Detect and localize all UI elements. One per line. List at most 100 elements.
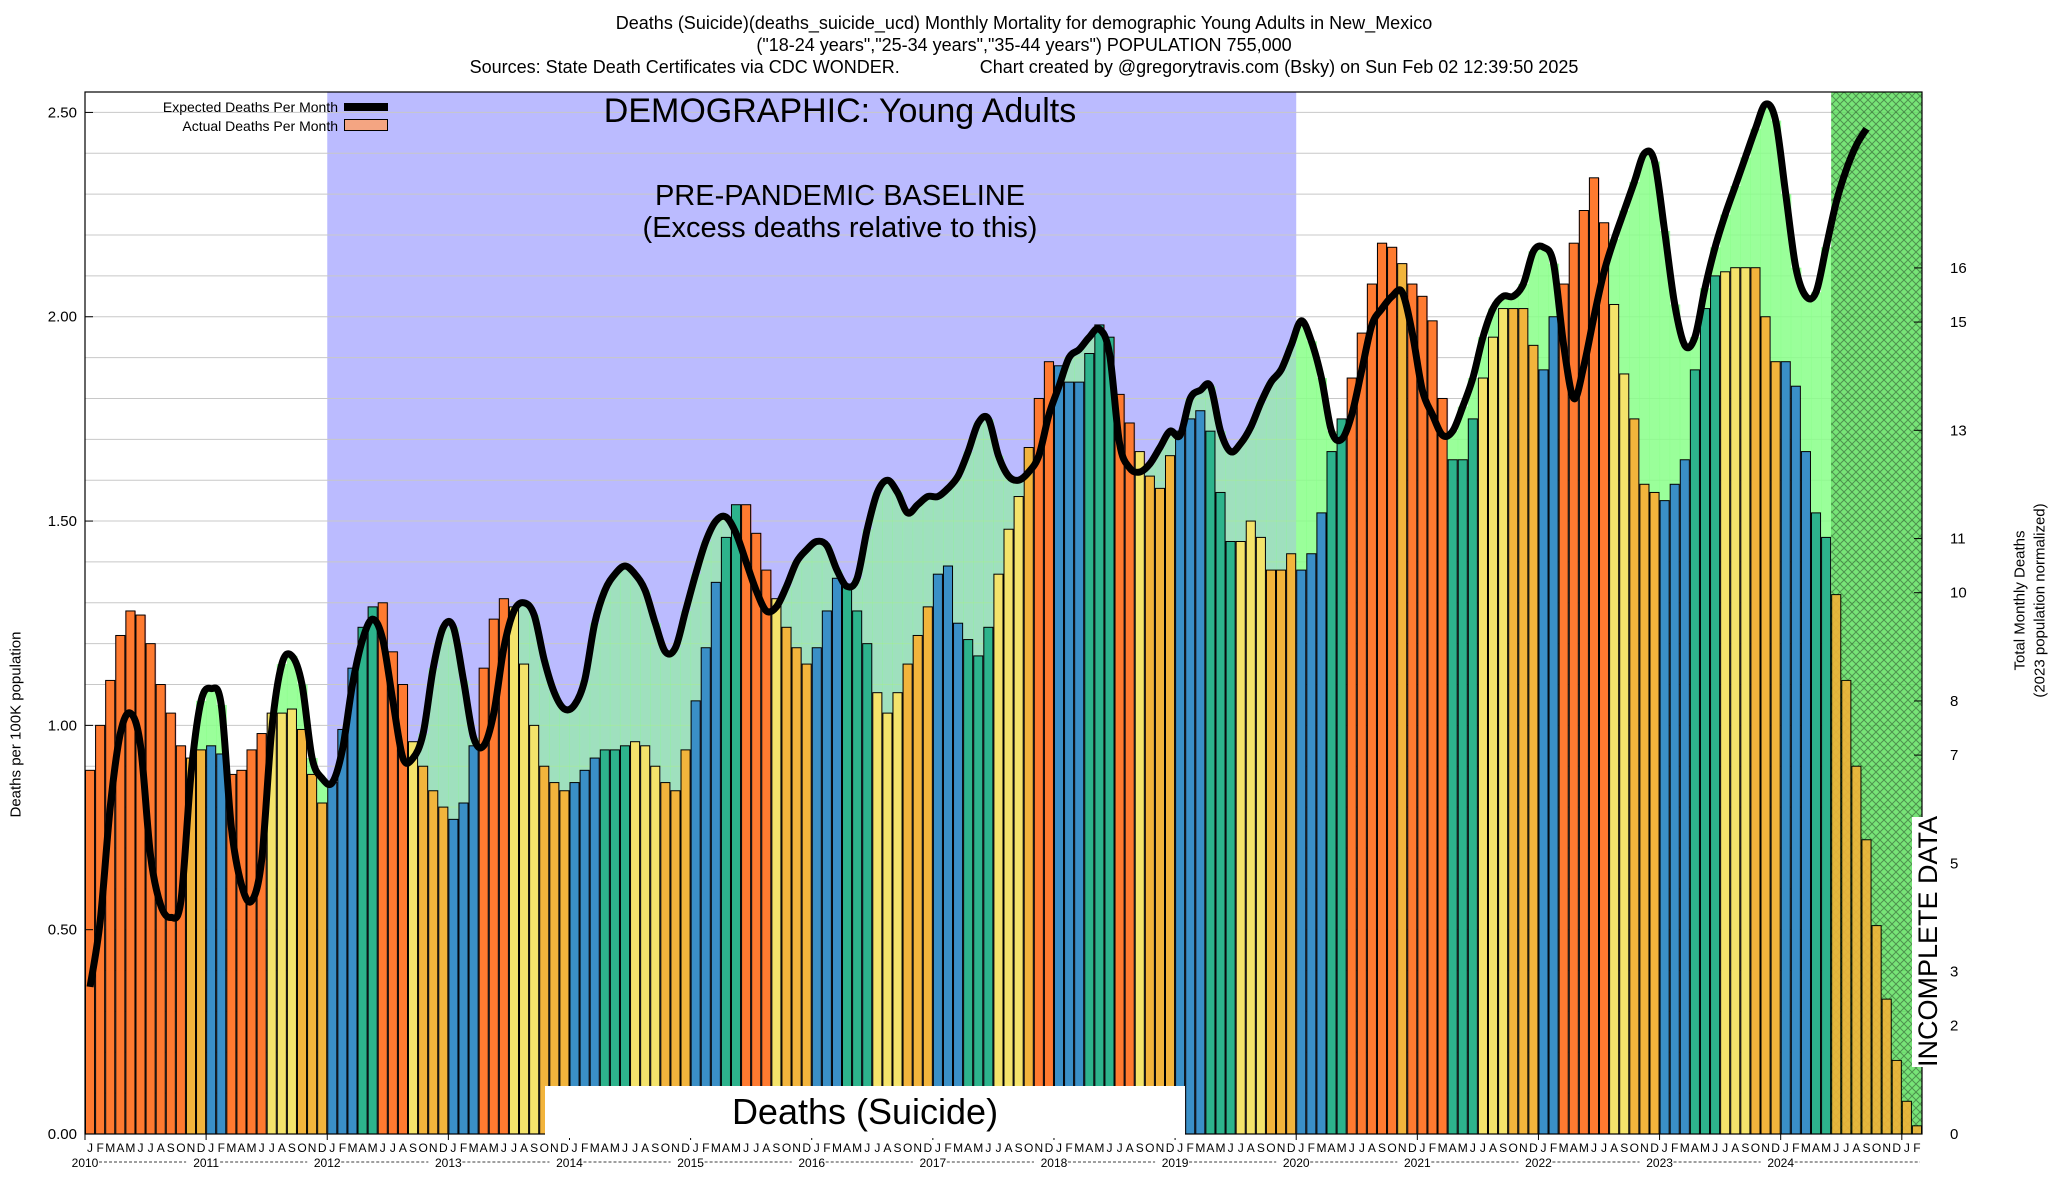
x-month-label: M	[1337, 1141, 1347, 1155]
bar	[791, 647, 802, 1135]
x-month-label: O	[782, 1141, 791, 1155]
x-month-label: J	[632, 1141, 638, 1155]
x-month-label: A	[883, 1141, 891, 1155]
bar	[105, 679, 116, 1135]
x-month-label: J	[693, 1141, 699, 1155]
bar	[842, 585, 853, 1135]
bar	[1003, 528, 1014, 1135]
x-month-label: A	[278, 1141, 286, 1155]
gap-fill	[448, 627, 459, 820]
cause-label: Deaths (Suicide)	[545, 1086, 1185, 1138]
bar	[276, 712, 287, 1135]
x-month-label: F	[1550, 1141, 1557, 1155]
x-month-label: M	[1195, 1141, 1205, 1155]
bar	[1780, 361, 1791, 1135]
x-month-label: J	[1056, 1141, 1062, 1155]
y2-tick-label: 2	[1950, 1018, 1958, 1035]
bar	[1134, 451, 1145, 1135]
x-month-label: M	[1801, 1141, 1811, 1155]
gap-fill	[1760, 104, 1772, 317]
y2-tick-label: 8	[1950, 693, 1958, 710]
bar	[1074, 381, 1085, 1135]
bar	[407, 741, 419, 1135]
gap-fill	[1659, 230, 1671, 501]
gap-fill	[892, 492, 904, 693]
x-month-label: J	[329, 1141, 335, 1155]
x-month-label: M	[347, 1141, 357, 1155]
bar-incomplete	[1831, 594, 1842, 1135]
bar	[1467, 418, 1478, 1135]
x-month-label: N	[1761, 1141, 1770, 1155]
gap-fill	[1225, 451, 1237, 542]
x-month-label: J	[985, 1141, 991, 1155]
bar	[1770, 361, 1781, 1135]
bar	[1265, 569, 1277, 1135]
x-month-label: S	[1620, 1141, 1628, 1155]
bar	[902, 663, 913, 1135]
x-month-label: S	[288, 1141, 296, 1155]
gap-fill	[1144, 463, 1156, 477]
bar	[1104, 336, 1115, 1135]
x-month-label: A	[520, 1141, 528, 1155]
x-month-label: D	[1650, 1141, 1659, 1155]
gap-fill	[801, 549, 813, 665]
gap-fill	[569, 704, 581, 783]
gap-fill	[1508, 296, 1519, 309]
gap-fill	[529, 615, 540, 726]
x-month-label: F	[1913, 1141, 1920, 1155]
x-month-label: S	[1257, 1141, 1265, 1155]
x-year-label: 2020	[1283, 1156, 1310, 1170]
bar	[1215, 491, 1226, 1135]
y2-tick-label: 16	[1950, 260, 1967, 277]
bar	[710, 581, 721, 1135]
x-month-label: D	[1166, 1141, 1175, 1155]
bar	[730, 504, 742, 1135]
gap-fill	[1215, 431, 1227, 493]
bar	[428, 790, 439, 1135]
bar	[1276, 569, 1287, 1135]
bar	[932, 573, 943, 1135]
bar	[1518, 308, 1529, 1135]
gap-fill	[690, 574, 702, 701]
gap-fill	[872, 492, 883, 693]
x-month-label: A	[1328, 1141, 1336, 1155]
x-month-label: M	[1074, 1141, 1084, 1155]
x-year-label: 2011	[193, 1156, 219, 1170]
x-month-label: J	[935, 1141, 941, 1155]
bar	[327, 782, 338, 1135]
gap-fill	[549, 692, 560, 783]
x-month-label: J	[138, 1141, 144, 1155]
x-month-label: M	[1700, 1141, 1710, 1155]
bar	[519, 663, 530, 1135]
legend-swatch-actual	[344, 119, 388, 131]
x-month-label: A	[1247, 1141, 1255, 1155]
gap-fill	[1245, 427, 1257, 522]
legend-label-actual: Actual Deaths Per Month	[182, 118, 338, 134]
bar	[1447, 459, 1458, 1135]
gap-fill	[1164, 431, 1176, 456]
bar	[953, 622, 964, 1135]
x-month-label: M	[852, 1141, 862, 1155]
x-month-label: J	[1662, 1141, 1668, 1155]
x-month-label: O	[1751, 1141, 1760, 1155]
x-month-label: J	[572, 1141, 578, 1155]
gap-fill	[630, 574, 641, 742]
gap-fill	[852, 578, 863, 611]
x-month-label: O	[1509, 1141, 1518, 1155]
x-month-label: J	[1298, 1141, 1304, 1155]
bar	[1659, 500, 1670, 1135]
x-month-label: J	[390, 1141, 396, 1155]
x-month-label: N	[1640, 1141, 1649, 1155]
x-month-label: F	[702, 1141, 709, 1155]
x-month-label: A	[480, 1141, 488, 1155]
x-month-label: O	[540, 1141, 549, 1155]
gap-fill	[1457, 406, 1469, 460]
x-month-label: F	[1065, 1141, 1072, 1155]
bar	[1407, 283, 1418, 1135]
x-month-label: A	[843, 1141, 851, 1155]
gap-fill	[559, 709, 570, 791]
x-month-label: S	[1378, 1141, 1386, 1155]
gap-fill	[650, 623, 661, 767]
bar	[1821, 536, 1832, 1135]
bar	[1528, 344, 1539, 1135]
